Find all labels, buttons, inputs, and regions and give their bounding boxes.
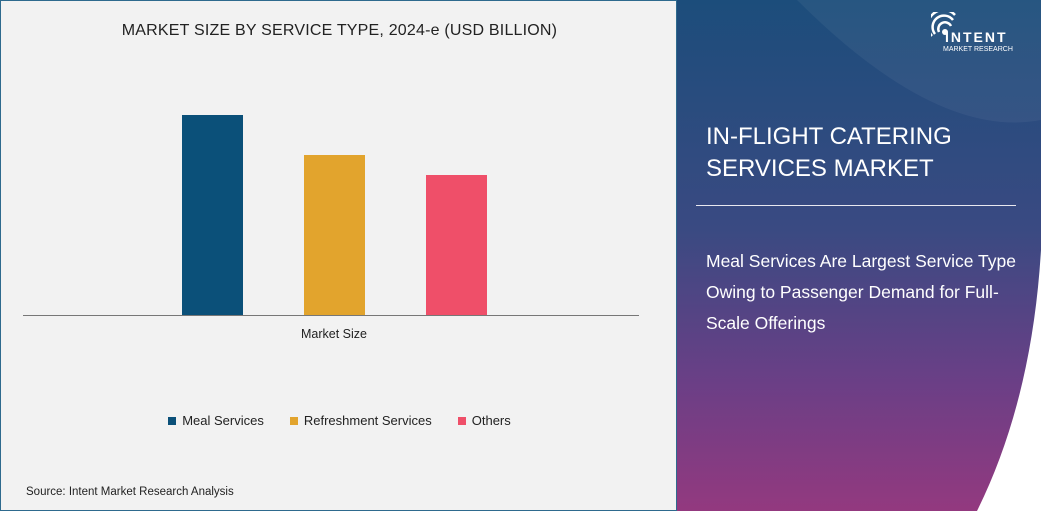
legend-swatch (289, 416, 298, 425)
report-subtitle: Meal Services Are Largest Service Type O… (706, 251, 1016, 333)
logo-brand: INTENT (945, 29, 1008, 45)
legend-item-others: Others (457, 413, 511, 428)
report-title: IN-FLIGHT CATERING SERVICES MARKET (706, 121, 952, 185)
curved-edge (797, 0, 1041, 511)
bar-chart (23, 115, 639, 316)
legend-item-refreshment-services: Refreshment Services (289, 413, 432, 428)
report-title-line2: SERVICES MARKET (706, 155, 934, 182)
legend-swatch (457, 416, 466, 425)
report-title-line1: IN-FLIGHT CATERING (706, 123, 952, 150)
chart-panel: MARKET SIZE BY SERVICE TYPE, 2024-e (USD… (0, 0, 677, 511)
bar-others (426, 175, 487, 315)
legend-item-meal-services: Meal Services (168, 413, 264, 428)
legend-swatch (168, 416, 177, 425)
legend-label: Refreshment Services (303, 413, 432, 428)
bar-refreshment-services (304, 155, 365, 315)
source-note: Source: Intent Market Research Analysis (26, 486, 234, 498)
x-category-label: Market Size (301, 327, 367, 341)
logo-tagline: MARKET RESEARCH (943, 46, 1013, 53)
legend: Meal Services Refreshment Services Other… (1, 413, 678, 428)
chart-title: MARKET SIZE BY SERVICE TYPE, 2024-e (USD… (121, 22, 558, 39)
signal-logo-icon (931, 12, 956, 37)
bar-meal-services (182, 115, 243, 315)
info-panel: INTENT MARKET RESEARCH IN-FLIGHT CATERIN… (677, 0, 1041, 511)
divider (696, 205, 1016, 206)
legend-label: Meal Services (182, 413, 264, 428)
gradient-background (677, 0, 1041, 511)
legend-label: Others (471, 413, 511, 428)
